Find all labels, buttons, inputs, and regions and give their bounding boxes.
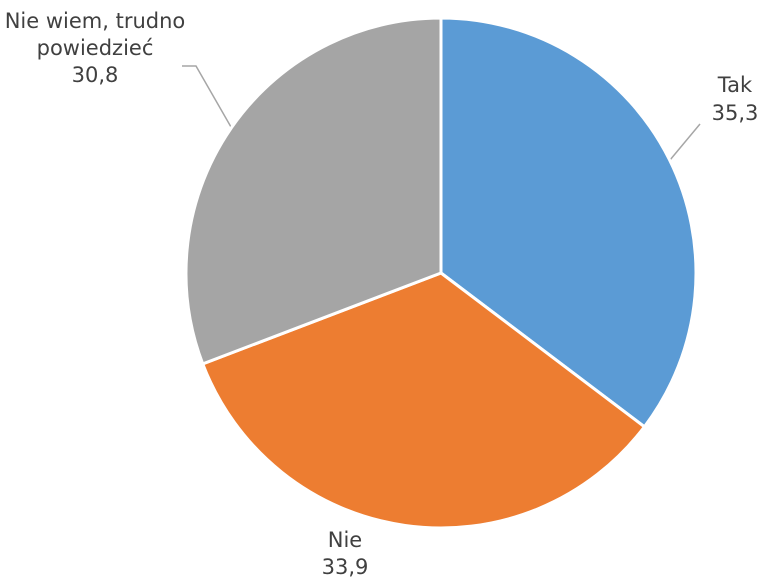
pie-slice (439, 16, 698, 429)
value-label: 30,8 (71, 63, 119, 87)
value-label: 35,3 (711, 101, 759, 125)
category-label: Nie wiem, trudno powiedzieć (4, 9, 186, 60)
pie-slice (184, 16, 443, 366)
pie-slice (200, 271, 647, 530)
leader-line (182, 65, 232, 128)
leader-line (669, 123, 701, 161)
category-label: Nie (327, 528, 363, 552)
category-label: Tak (717, 73, 753, 97)
value-label: 33,9 (321, 555, 369, 579)
